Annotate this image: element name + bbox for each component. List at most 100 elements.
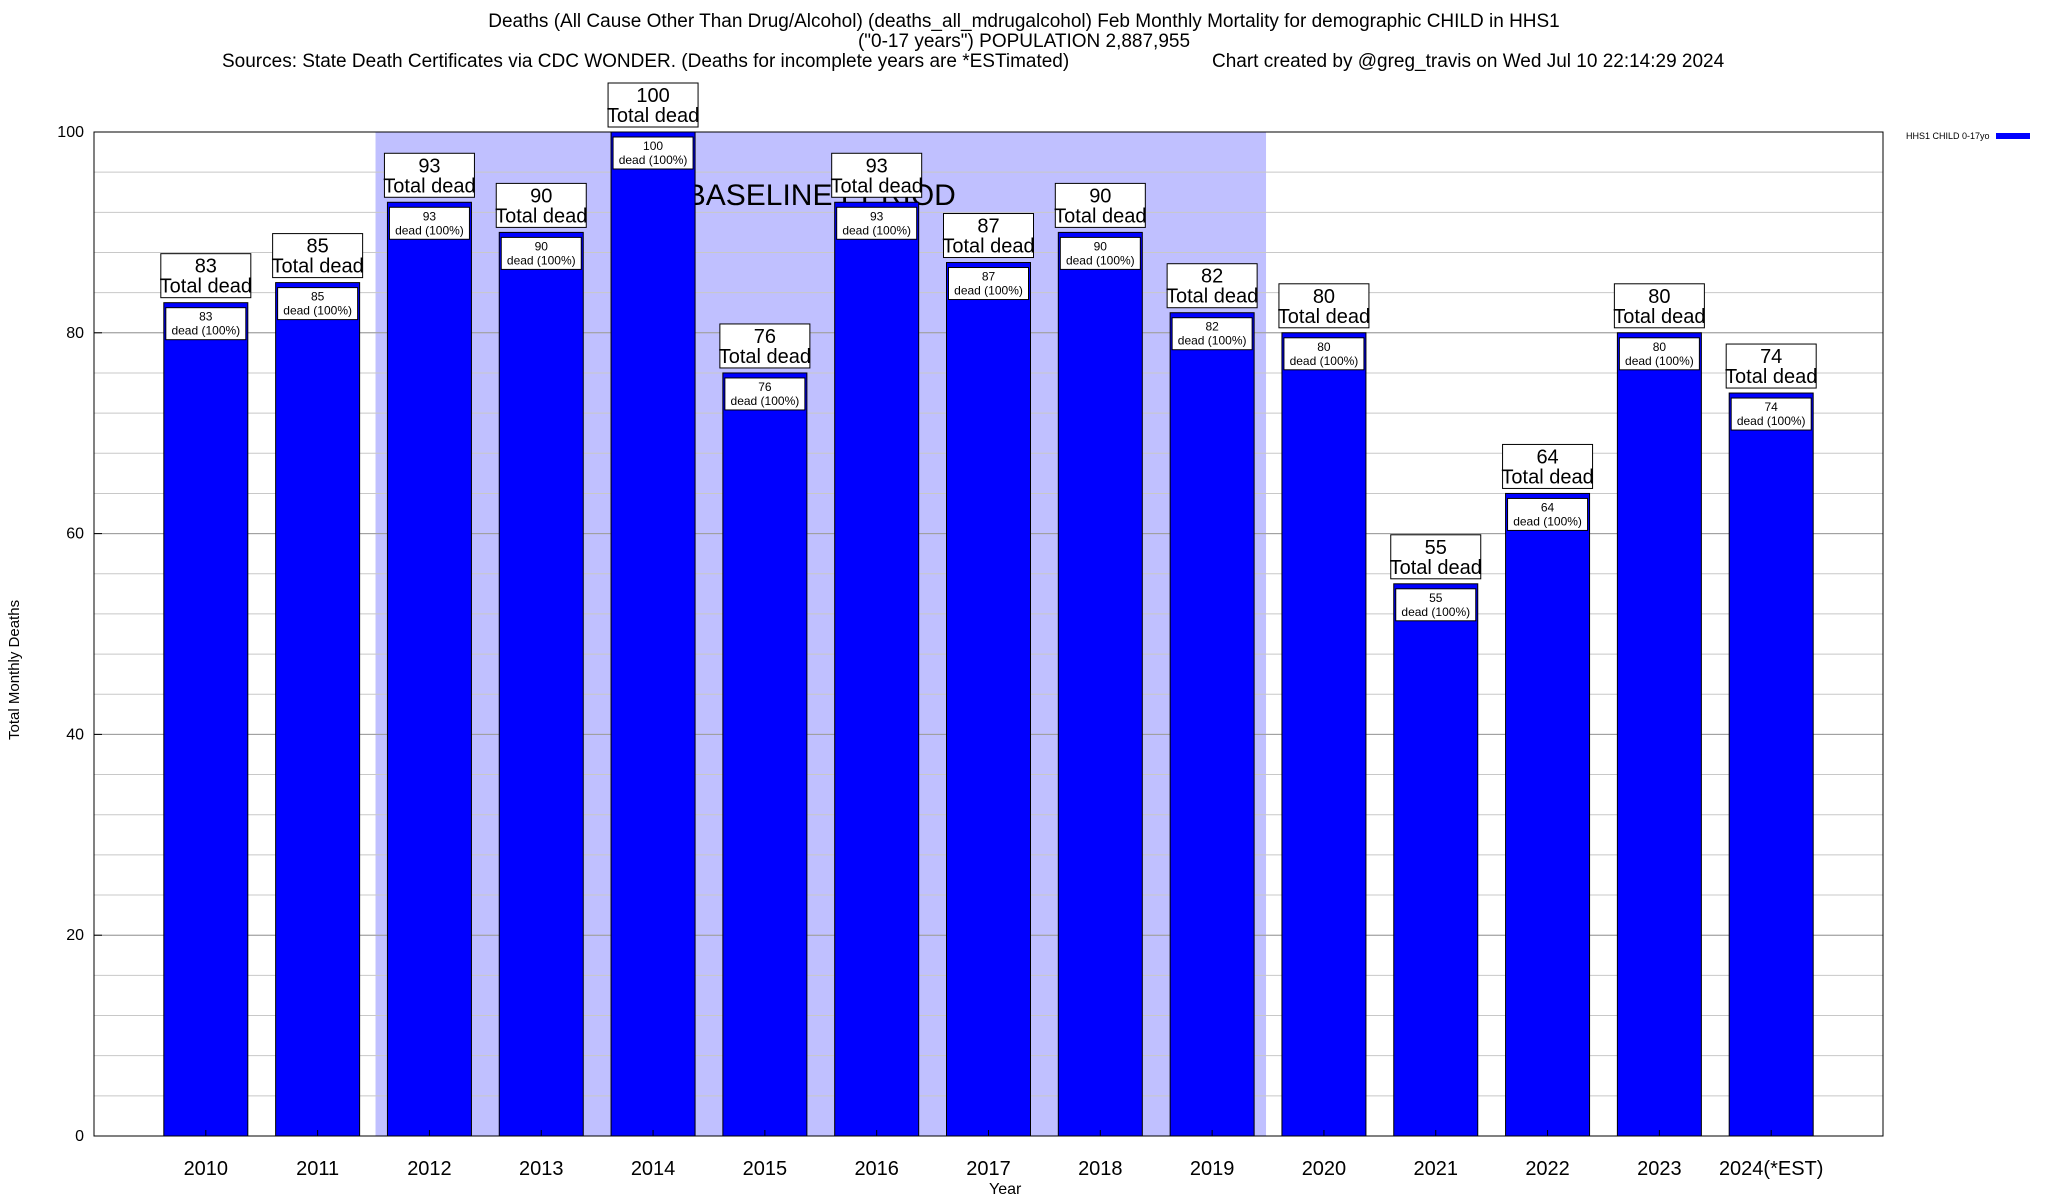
x-tick-label: 2021: [1414, 1158, 1459, 1180]
x-tick-label: 2012: [407, 1158, 452, 1180]
top-label-box: [383, 152, 475, 198]
top-total-label: Total dead: [831, 175, 923, 197]
top-label-box: [495, 182, 587, 228]
top-label-box: [1278, 283, 1370, 329]
top-value-label: 55: [1425, 537, 1447, 559]
top-total-label: Total dead: [1613, 306, 1705, 328]
chart-title: Deaths (All Cause Other Than Drug/Alcoho…: [488, 11, 1560, 32]
top-total-label: Total dead: [1054, 205, 1146, 227]
x-tick-label: 2020: [1302, 1158, 1347, 1180]
top-total-label: Total dead: [942, 236, 1034, 258]
inner-label-box: [388, 206, 470, 240]
top-total-label: Total dead: [1501, 466, 1593, 488]
inner-label-box: [277, 287, 359, 321]
inner-percent-label: dead (100%): [507, 253, 576, 267]
top-value-label: 83: [195, 256, 217, 278]
top-label-box: [1725, 343, 1817, 389]
bar-2022: [1505, 492, 1591, 1137]
legend-swatch: [1995, 133, 2030, 139]
legend-label: HHS1 CHILD 0-17yo: [1906, 131, 1990, 141]
y-tick-label: 20: [66, 927, 84, 944]
top-value-label: 100: [636, 85, 669, 107]
bar-2017: [946, 262, 1031, 1137]
bar-2013: [498, 231, 584, 1137]
x-tick-label: 2014: [631, 1158, 676, 1180]
inner-label-box: [1283, 337, 1365, 371]
bar-2018: [1057, 231, 1143, 1137]
inner-value-label: 74: [1765, 400, 1779, 414]
bar-2012: [386, 201, 472, 1137]
top-label-box: [831, 152, 923, 198]
inner-percent-label: dead (100%): [619, 153, 688, 167]
top-label-box: [1390, 534, 1482, 580]
inner-label-box: [836, 206, 918, 240]
inner-label-box: [948, 267, 1029, 301]
bar-2015: [722, 372, 808, 1137]
inner-percent-label: dead (100%): [395, 223, 464, 237]
inner-value-label: 80: [1653, 340, 1667, 354]
top-value-label: 90: [1089, 185, 1111, 207]
y-tick-label: 40: [66, 726, 84, 743]
x-tick-label: 2017: [966, 1158, 1011, 1180]
inner-value-label: 85: [311, 290, 325, 304]
inner-percent-label: dead (100%): [1401, 605, 1470, 619]
inner-label-box: [1395, 588, 1477, 622]
x-tick-label: 2011: [296, 1158, 339, 1180]
y-tick-label: 60: [66, 526, 84, 543]
inner-label-box: [724, 377, 806, 411]
top-total-label: Total dead: [271, 256, 363, 278]
top-value-label: 82: [1201, 266, 1223, 288]
x-tick-label: 2018: [1078, 1158, 1123, 1180]
inner-value-label: 55: [1429, 591, 1443, 605]
top-value-label: 80: [1648, 286, 1670, 308]
inner-percent-label: dead (100%): [954, 284, 1023, 298]
top-total-label: Total dead: [1390, 557, 1482, 579]
inner-label-box: [1171, 317, 1253, 351]
y-tick-label: 0: [75, 1128, 84, 1145]
chart-title-block: Deaths (All Cause Other Than Drug/Alcoho…: [0, 12, 2048, 74]
inner-value-label: 90: [535, 239, 549, 253]
top-value-label: 64: [1536, 446, 1558, 468]
inner-value-label: 100: [643, 139, 663, 153]
top-total-label: Total dead: [1725, 366, 1817, 388]
top-label-box: [1502, 443, 1594, 489]
top-total-label: Total dead: [607, 105, 699, 127]
top-label-box: [719, 323, 811, 369]
top-value-label: 93: [418, 155, 440, 177]
inner-label-box: [1059, 236, 1141, 270]
plot-frame: [93, 131, 1884, 1137]
bar-2016: [834, 201, 920, 1137]
x-tick-label: 2022: [1525, 1158, 1570, 1180]
top-total-label: Total dead: [1278, 306, 1370, 328]
inner-percent-label: dead (100%): [1290, 354, 1359, 368]
bar-2020: [1281, 332, 1367, 1137]
inner-label-box: [612, 136, 694, 170]
top-total-label: Total dead: [719, 346, 811, 368]
inner-percent-label: dead (100%): [731, 394, 800, 408]
inner-label-box: [1730, 397, 1812, 431]
chart-sources: Sources: State Death Certificates via CD…: [222, 51, 1070, 72]
inner-percent-label: dead (100%): [842, 223, 911, 237]
bar-2021: [1393, 583, 1479, 1137]
top-value-label: 74: [1760, 346, 1782, 368]
top-value-label: 87: [977, 216, 999, 238]
top-total-label: Total dead: [160, 276, 252, 298]
x-tick-label: 2013: [519, 1158, 564, 1180]
inner-label-box: [1618, 337, 1700, 371]
inner-value-label: 82: [1205, 320, 1219, 334]
x-tick-label: 2010: [184, 1158, 229, 1180]
inner-value-label: 80: [1317, 340, 1331, 354]
x-tick-label: 2023: [1637, 1158, 1682, 1180]
inner-label-box: [1507, 497, 1589, 531]
inner-percent-label: dead (100%): [1178, 334, 1247, 348]
top-label-box: [1613, 283, 1705, 329]
x-tick-label: 2019: [1190, 1158, 1235, 1180]
chart-sources-row: Sources: State Death Certificates via CD…: [0, 52, 2048, 74]
top-label-box: [160, 253, 252, 299]
bar-2023: [1616, 332, 1702, 1137]
top-value-label: 85: [307, 236, 329, 258]
inner-percent-label: dead (100%): [1625, 354, 1694, 368]
chart-subtitle-population: ("0-17 years") POPULATION 2,887,955: [857, 31, 1191, 52]
inner-label-box: [500, 236, 582, 270]
inner-value-label: 93: [423, 209, 437, 223]
